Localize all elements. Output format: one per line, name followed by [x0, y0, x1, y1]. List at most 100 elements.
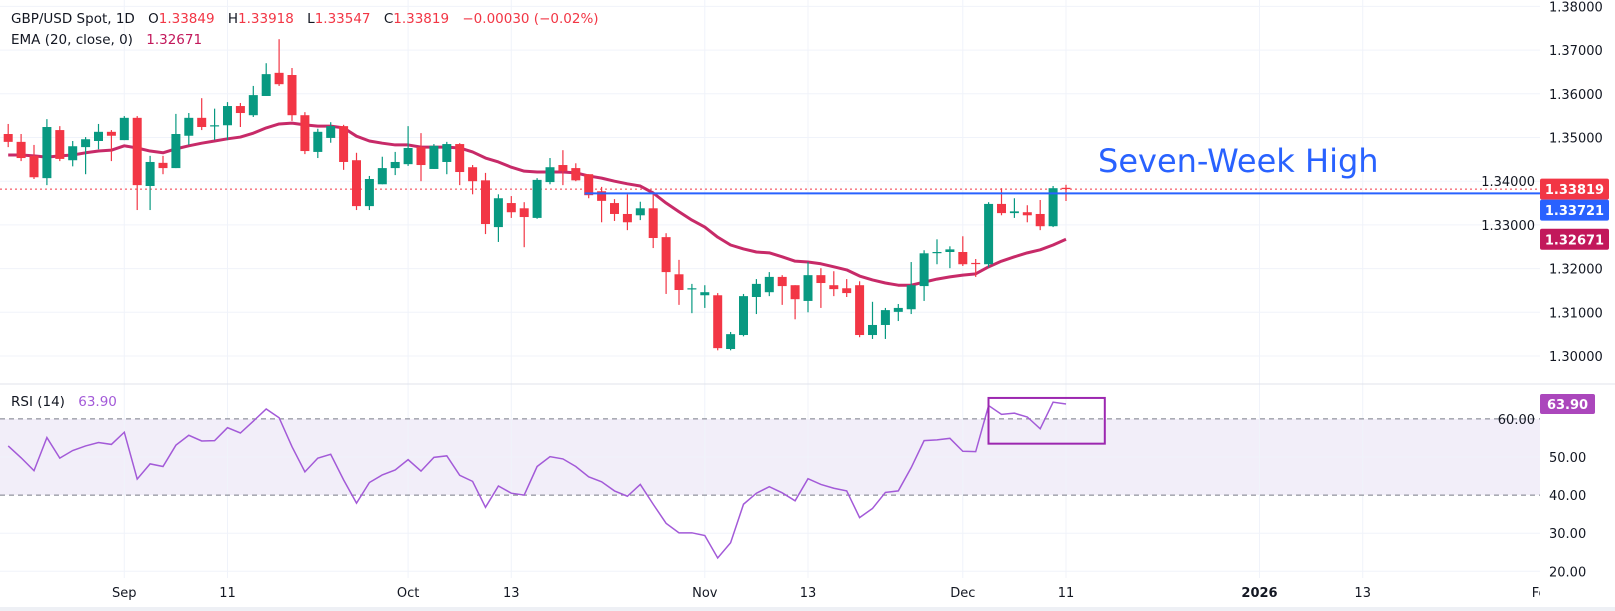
candle-body: [106, 131, 116, 136]
candle: [42, 119, 52, 186]
candle-body: [1022, 212, 1032, 216]
candle: [1035, 199, 1045, 231]
x-tick-label: Oct: [397, 586, 419, 601]
candle: [223, 102, 232, 141]
candle: [3, 123, 13, 148]
candle-body: [713, 295, 723, 349]
x-tick-label: 11: [219, 586, 236, 601]
candle: [842, 279, 852, 298]
high-label: H: [227, 11, 239, 27]
candle: [184, 113, 194, 145]
candle: [971, 258, 981, 277]
candle-body: [94, 131, 103, 141]
candle-body: [481, 180, 490, 225]
price-axis-label: 1.30000: [1549, 350, 1603, 365]
candle: [481, 172, 490, 235]
candle: [700, 285, 710, 308]
candle-body: [158, 162, 168, 169]
candle-body: [919, 253, 929, 287]
rsi-axis-label: 50.00: [1549, 451, 1586, 466]
price-axis-label: 1.31000: [1549, 306, 1603, 321]
candle: [210, 108, 220, 141]
candle-body: [571, 168, 581, 181]
candle-body: [55, 130, 65, 159]
rsi-legend: RSI (14) 63.90: [11, 394, 117, 410]
candle-body: [261, 74, 271, 96]
candle: [726, 331, 736, 351]
candle: [158, 155, 168, 175]
candle-body: [235, 106, 245, 114]
candle-body: [1048, 188, 1058, 227]
candle-body: [16, 141, 26, 159]
candle-body: [468, 167, 478, 182]
candle-body: [610, 203, 619, 214]
candle: [764, 272, 774, 297]
x-tick-label: 13: [503, 586, 520, 601]
price-label-box: [1540, 199, 1609, 221]
candle: [106, 130, 116, 162]
candle: [326, 122, 336, 143]
candle-body: [945, 249, 955, 252]
candle-body: [932, 251, 942, 254]
price-label-text: 1.33819: [1545, 183, 1604, 198]
candle: [455, 143, 465, 186]
candle-body: [622, 213, 632, 223]
candle: [132, 116, 142, 211]
candle-body: [751, 283, 761, 298]
candle: [416, 133, 426, 182]
candle: [622, 194, 632, 231]
rsi-highlight-box: [987, 396, 1106, 445]
candle-body: [210, 125, 220, 127]
candle-body: [1035, 213, 1045, 227]
candle-body: [868, 324, 877, 336]
candle-body: [377, 168, 387, 185]
candle: [532, 178, 542, 219]
rsi-axis-label: 40.00: [1549, 489, 1586, 504]
candle: [145, 155, 155, 211]
candle: [468, 165, 478, 195]
candle-body: [506, 203, 516, 213]
candle: [713, 293, 723, 351]
candle-body: [29, 155, 39, 178]
candle: [919, 250, 929, 301]
candle: [777, 275, 787, 305]
candle-body: [1061, 187, 1071, 190]
ema-label[interactable]: EMA (20, close, 0): [11, 32, 133, 48]
candle: [68, 140, 78, 167]
candle-body: [971, 262, 981, 265]
candle-body: [855, 285, 865, 336]
candle: [197, 98, 207, 131]
candle: [300, 112, 310, 155]
price-axis-label: 1.37000: [1549, 44, 1603, 59]
candle-body: [416, 147, 426, 166]
candle-body: [145, 161, 155, 187]
bottom-border: [0, 607, 1615, 611]
candle: [868, 301, 877, 339]
candle-body: [893, 307, 903, 312]
candle-body: [726, 334, 736, 350]
candle-body: [300, 115, 310, 152]
rsi-label[interactable]: RSI (14): [11, 394, 65, 410]
candle-body: [223, 106, 232, 126]
candle: [816, 268, 826, 308]
rsi-axis-label: 30.00: [1549, 527, 1586, 542]
candle-body: [777, 276, 787, 287]
candle: [442, 141, 452, 175]
candle: [403, 126, 413, 166]
candle-body: [326, 126, 336, 138]
open-value: 1.33849: [158, 11, 215, 27]
candle-body: [674, 274, 684, 291]
candle-body: [790, 285, 800, 300]
symbol-title[interactable]: GBP/USD Spot, 1D: [11, 11, 135, 27]
price-axis-label: 1.38000: [1549, 0, 1603, 15]
x-tick-label: Sep: [112, 586, 137, 601]
candle-body: [313, 131, 323, 152]
candle-body: [764, 276, 774, 293]
candle: [1009, 198, 1019, 218]
candle: [790, 285, 800, 320]
candle: [855, 281, 865, 338]
candle-body: [429, 145, 439, 169]
candle: [558, 150, 568, 186]
ema-legend: EMA (20, close, 0) 1.32671: [11, 32, 202, 48]
